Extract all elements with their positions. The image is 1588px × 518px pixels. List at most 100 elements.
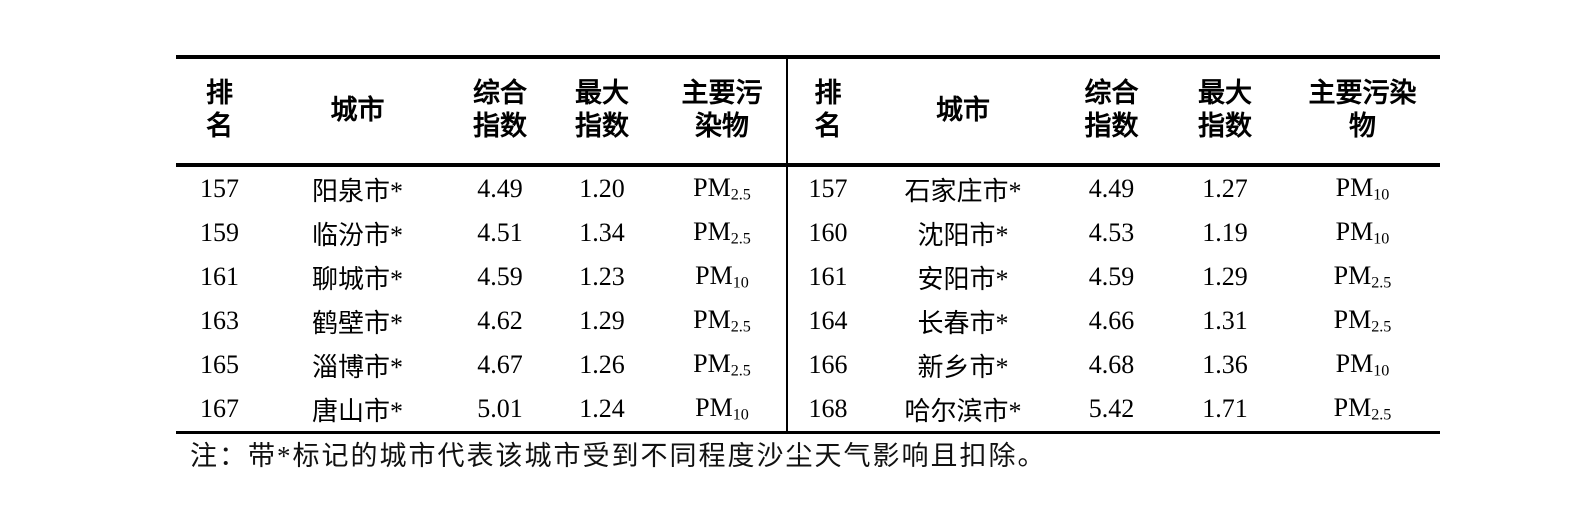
table-row: 157 阳泉市* 4.49 1.20 PM2.5 157 石家庄市* 4.49 1.27 PM10	[176, 165, 1440, 211]
pollutant-label: PM10	[1335, 217, 1390, 248]
cell-max-right: 1.29	[1202, 262, 1248, 291]
pollutant-subscript: 10	[1373, 362, 1390, 380]
pollutant-label: PM10	[1335, 173, 1390, 204]
cell-rank-left: 167	[176, 387, 263, 434]
cell-rank-left: 157	[200, 174, 239, 203]
table-header: 排 名 城市 综合 指数 最大 指数 主要污 染物	[176, 55, 1440, 167]
cell-composite-left: 4.59	[477, 262, 523, 291]
pollutant-subscript: 2.5	[730, 318, 751, 336]
pollutant-label: PM10	[1335, 349, 1390, 380]
cell-city-right: 沈阳市*	[917, 220, 1009, 250]
header-pollutant-left-line1: 主要污	[681, 78, 763, 110]
cell-pollutant-right: PM2.5	[1285, 299, 1440, 343]
header-row: 排 名 城市 综合 指数 最大 指数 主要污 染物	[176, 55, 1440, 167]
cell-composite-left: 4.62	[477, 306, 523, 335]
pollutant-subscript: 2.5	[730, 362, 751, 380]
header-composite-right-line2: 指数	[1084, 111, 1139, 142]
pollutant-subscript: 10	[1373, 186, 1390, 204]
pollutant-label: PM2.5	[693, 217, 751, 248]
cell-composite-left: 5.01	[452, 387, 548, 434]
cell-city-right: 安阳市*	[917, 264, 1009, 294]
header-composite-left: 综合 指数	[452, 55, 548, 167]
header-rank-right: 排 名	[788, 55, 868, 167]
cell-composite-right: 4.49	[1088, 174, 1135, 203]
cell-composite-left: 4.51	[477, 218, 523, 247]
cell-pollutant-right: PM10	[1285, 343, 1440, 387]
cell-max-left: 1.34	[579, 218, 625, 247]
table-row: 161 聊城市* 4.59 1.23 PM10 161 安阳市* 4.59 1.29 PM2.5	[176, 255, 1440, 299]
cell-max-left: 1.24	[548, 387, 656, 434]
header-pollutant-right-line2: 物	[1349, 111, 1376, 142]
cell-composite-right: 4.59	[1088, 262, 1135, 291]
air-quality-table-container: 排 名 城市 综合 指数 最大 指数 主要污 染物	[176, 55, 1440, 434]
header-pollutant-left: 主要污 染物	[656, 55, 788, 167]
cell-max-right: 1.71	[1165, 387, 1285, 434]
cell-composite-right: 4.66	[1088, 306, 1135, 335]
cell-composite-right: 5.42	[1058, 387, 1165, 434]
pollutant-label: PM10	[695, 393, 749, 424]
pollutant-label: PM2.5	[693, 349, 751, 380]
cell-city-right: 长春市*	[917, 308, 1009, 338]
cell-composite-right: 4.53	[1088, 218, 1135, 247]
pollutant-subscript: 2.5	[1371, 274, 1392, 292]
cell-rank-left: 161	[200, 262, 239, 291]
cell-max-right: 1.27	[1202, 174, 1248, 203]
cell-max-right: 1.31	[1202, 306, 1248, 335]
cell-pollutant-left: PM10	[656, 387, 788, 434]
header-composite-right: 综合 指数	[1058, 55, 1165, 167]
cell-pollutant-right: PM2.5	[1285, 255, 1440, 299]
header-pollutant-left-line2: 染物	[695, 111, 749, 142]
cell-rank-left: 159	[200, 218, 239, 247]
pollutant-label: PM2.5	[693, 173, 751, 204]
cell-rank-left: 163	[200, 306, 239, 335]
header-city-left: 城市	[263, 55, 452, 167]
cell-max-right: 1.36	[1202, 350, 1248, 379]
air-quality-table: 排 名 城市 综合 指数 最大 指数 主要污 染物	[176, 55, 1440, 434]
cell-rank-right: 161	[808, 262, 848, 291]
header-composite-left-line1: 综合	[473, 78, 527, 110]
cell-pollutant-left: PM2.5	[656, 343, 788, 387]
cell-rank-right: 168	[788, 387, 868, 434]
cell-city-right: 新乡市*	[917, 352, 1009, 382]
cell-composite-left: 4.67	[477, 350, 523, 379]
pollutant-label: PM10	[695, 261, 749, 292]
pollutant-label: PM2.5	[693, 305, 751, 336]
cell-max-left: 1.23	[579, 262, 625, 291]
cell-pollutant-right: PM10	[1285, 211, 1440, 255]
table-row: 159 临汾市* 4.51 1.34 PM2.5 160 沈阳市* 4.53 1.19 PM10	[176, 211, 1440, 255]
cell-max-right: 1.19	[1202, 218, 1248, 247]
header-city-right: 城市	[868, 55, 1058, 167]
pollutant-label: PM2.5	[1333, 261, 1392, 292]
cell-composite-left: 4.49	[477, 174, 523, 203]
header-max-right-line2: 指数	[1198, 111, 1252, 142]
cell-rank-right: 166	[808, 350, 848, 379]
cell-composite-right: 4.68	[1088, 350, 1135, 379]
cell-pollutant-left: PM2.5	[656, 211, 788, 255]
pollutant-subscript: 10	[732, 406, 749, 424]
cell-max-left: 1.29	[579, 306, 625, 335]
header-pollutant-right-line1: 主要污染	[1308, 78, 1417, 110]
pollutant-subscript: 2.5	[1371, 406, 1392, 424]
cell-max-left: 1.20	[579, 174, 625, 203]
table-row: 167 唐山市* 5.01 1.24 PM10 168 哈尔滨市* 5.42 1.71 PM2.5	[176, 387, 1440, 434]
cell-city-left: 唐山市*	[263, 387, 452, 434]
cell-rank-left: 165	[200, 350, 239, 379]
table-footnote: 注：带*标记的城市代表该城市受到不同程度沙尘天气影响且扣除。	[190, 441, 1047, 471]
cell-city-left: 淄博市*	[311, 352, 403, 382]
header-max-left-line2: 指数	[575, 111, 629, 142]
pollutant-subscript: 2.5	[730, 230, 751, 248]
header-rank-left-line1: 排	[206, 78, 233, 110]
header-rank-right-line1: 排	[814, 78, 842, 110]
table-row: 163 鹤壁市* 4.62 1.29 PM2.5 164 长春市* 4.66 1.31 PM2.5	[176, 299, 1440, 343]
pollutant-subscript: 2.5	[1371, 318, 1392, 336]
header-rank-right-line2: 名	[814, 111, 842, 142]
pollutant-label: PM2.5	[1333, 305, 1392, 336]
table-body: 157 阳泉市* 4.49 1.20 PM2.5 157 石家庄市* 4.49 1.27 PM10…	[176, 165, 1440, 434]
cell-city-left: 临汾市*	[311, 220, 403, 250]
pollutant-subscript: 10	[732, 274, 749, 292]
cell-pollutant-left: PM10	[656, 255, 788, 299]
header-pollutant-right: 主要污染 物	[1285, 55, 1440, 167]
pollutant-subscript: 2.5	[730, 186, 751, 204]
header-max-left: 最大 指数	[548, 55, 656, 167]
